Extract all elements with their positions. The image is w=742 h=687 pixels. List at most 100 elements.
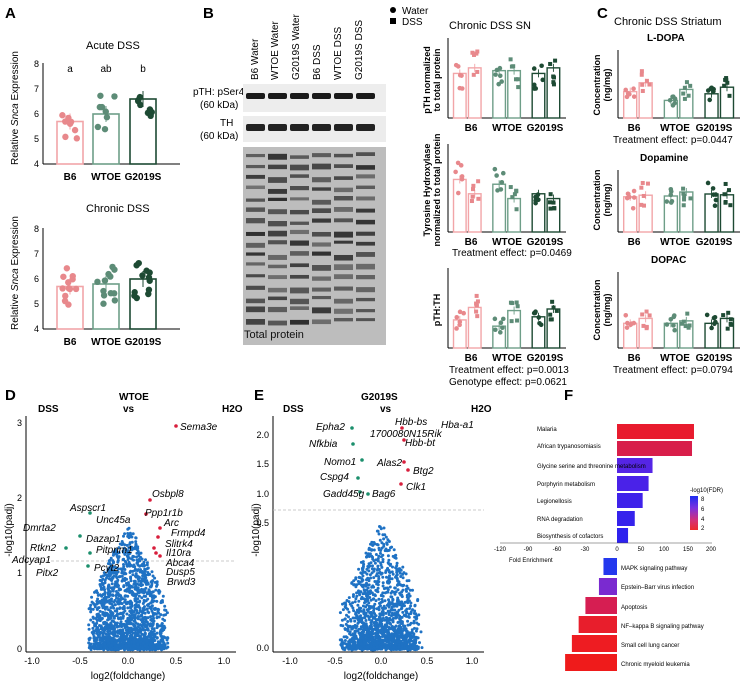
volcano-point [136, 617, 140, 621]
volcano-point [359, 642, 363, 646]
volcano-point [360, 566, 364, 570]
volcano-point [393, 586, 397, 590]
volcano-point [112, 565, 116, 569]
enrichment-bar-legionellosis [617, 493, 643, 508]
sn1-ylabel-line2: to total protein [432, 49, 442, 112]
volcano-point [394, 556, 398, 560]
data-point [62, 292, 69, 300]
data-point [147, 112, 154, 120]
svg-text:Epha2: Epha2 [316, 422, 345, 433]
volcano-point [359, 606, 363, 610]
data-point [630, 205, 636, 211]
volcano-point [126, 641, 130, 645]
svg-text:Hbb-bt: Hbb-bt [405, 438, 436, 449]
volcano-point [341, 624, 345, 628]
volcano-point [406, 619, 410, 623]
volcano-point [370, 591, 374, 595]
data-point [65, 301, 72, 308]
volcano-point [117, 587, 121, 591]
svg-text:1: 1 [17, 568, 22, 578]
volcano-point [376, 564, 380, 568]
total-protein-band [290, 209, 309, 215]
volcano-point [413, 645, 417, 649]
volcano-d-points [64, 424, 178, 652]
volcano-point [385, 567, 389, 571]
volcano-point [352, 633, 356, 637]
volcano-point [147, 634, 151, 638]
svg-text:7: 7 [34, 249, 39, 259]
data-point [726, 310, 731, 315]
volcano-point [106, 639, 110, 643]
volcano-point [159, 639, 163, 643]
volcano-point [131, 631, 135, 635]
volcano-point [344, 635, 348, 639]
total-protein-band [356, 287, 375, 293]
volcano-point [152, 596, 156, 600]
volcano-point [416, 599, 420, 603]
volcano-point [389, 595, 393, 599]
total-protein-band [268, 264, 287, 269]
data-point [640, 180, 645, 185]
volcano-point [103, 620, 107, 624]
total-protein-band [246, 285, 265, 290]
volcano-point [100, 617, 104, 621]
total-protein-band [356, 274, 375, 280]
svg-text:pTH: pSer40: pTH: pSer40 [193, 87, 250, 98]
volcano-point [96, 626, 100, 630]
volcano-point [364, 584, 368, 587]
volcano-point [387, 548, 391, 552]
data-point [109, 263, 116, 271]
volcano-point [99, 625, 103, 629]
volcano-point [349, 633, 353, 637]
total-protein-band [312, 265, 331, 271]
volcano-point [387, 637, 391, 641]
data-point [728, 321, 733, 326]
data-point [456, 190, 461, 196]
volcano-point [387, 558, 391, 562]
data-point [66, 120, 74, 127]
svg-text:(60 kDa): (60 kDa) [200, 131, 238, 142]
significant-point [88, 551, 92, 555]
volcano-point [398, 617, 402, 621]
dopamine-title: Dopamine [640, 153, 689, 164]
svg-text:NF–kappa B signaling pathway: NF–kappa B signaling pathway [621, 624, 704, 630]
acute-xlabel-wtoe: WTOE [91, 172, 121, 183]
volcano-point [127, 556, 131, 560]
volcano-point [146, 616, 150, 620]
total-protein-band [334, 196, 353, 201]
volcano-point [122, 584, 126, 588]
volcano-point [378, 619, 382, 623]
volcano-point [367, 640, 371, 644]
significant-point [351, 442, 355, 446]
volcano-point [360, 572, 364, 575]
volcano-point [380, 619, 384, 623]
data-point [681, 91, 686, 96]
volcano-d-axes: 3 2 1 0 -1.0 -0.5 0.0 0.5 1.0 [17, 416, 236, 666]
bar-g2019s-dss [719, 86, 735, 119]
volcano-point [134, 575, 138, 579]
volcano-point [152, 607, 156, 611]
volcano-point [118, 638, 122, 642]
volcano-point [151, 614, 155, 618]
volcano-point [87, 637, 91, 641]
volcano-point [121, 616, 125, 620]
blot-bands [246, 93, 375, 326]
svg-text:6: 6 [34, 109, 39, 119]
volcano-point [122, 563, 125, 566]
volcano-point [93, 646, 97, 650]
volcano-point [343, 646, 347, 650]
volcano-point [107, 589, 111, 593]
svg-text:8: 8 [34, 59, 39, 69]
volcano-point [116, 634, 120, 638]
volcano-point [160, 624, 164, 628]
volcano-point [379, 563, 383, 567]
volcano-d-title: WTOE [119, 392, 149, 403]
volcano-point [106, 587, 110, 590]
volcano-point [351, 639, 355, 642]
volcano-point [151, 600, 154, 604]
svg-text:100: 100 [659, 547, 670, 553]
volcano-point [418, 641, 421, 645]
pth-band [268, 93, 287, 99]
volcano-point [366, 586, 370, 590]
volcano-point [379, 604, 382, 608]
